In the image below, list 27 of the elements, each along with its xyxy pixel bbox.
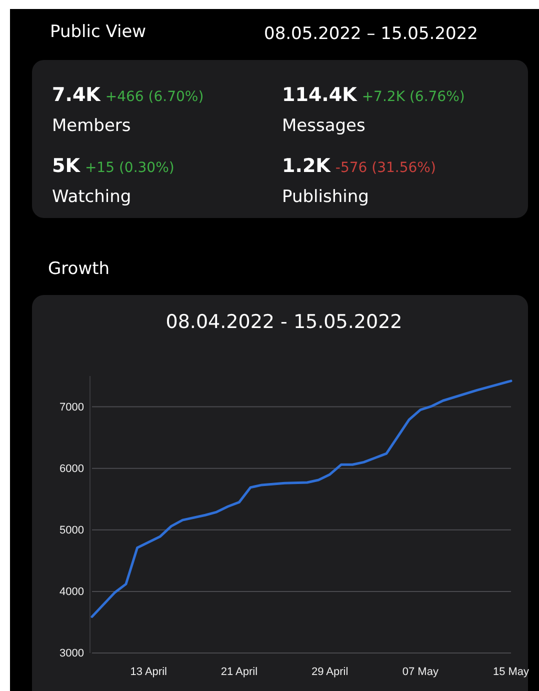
text: Public View <box>50 22 146 42</box>
x-tick-label: 21 April <box>220 666 258 678</box>
text: 114.4K <box>282 84 358 106</box>
text: -576 (31.56%) <box>335 160 436 176</box>
x-tick-label: 13 April <box>130 666 167 678</box>
chart-title: Growth <box>48 259 110 279</box>
text: +466 (6.70%) <box>105 89 204 105</box>
x-tick-label: 15 May <box>492 666 530 678</box>
y-tick-label: 5000 <box>60 524 84 536</box>
text: Publishing <box>282 187 369 207</box>
line-series <box>90 380 512 618</box>
y-tick-label: 6000 <box>60 462 84 475</box>
y-tick-label: 3000 <box>60 648 84 660</box>
y-tick-label: 7000 <box>60 401 84 414</box>
text: +15 (0.30%) <box>84 160 174 176</box>
y-tick-label: 4000 <box>60 586 84 598</box>
x-tick-label: 07 May <box>402 666 439 678</box>
text: 1.2K <box>282 155 332 177</box>
x-tick-label: 29 April <box>311 666 348 678</box>
text: Messages <box>282 116 366 136</box>
text: 5K <box>52 155 82 177</box>
chart-subtitle: 08.04.2022 - 15.05.2022 <box>166 311 402 333</box>
text: Watching <box>52 187 132 207</box>
text: 7.4K <box>52 84 102 106</box>
text: +7.2K (6.76%) <box>362 89 465 105</box>
text: Members <box>52 116 131 136</box>
text: 08.05.2022 – 15.05.2022 <box>264 24 478 44</box>
